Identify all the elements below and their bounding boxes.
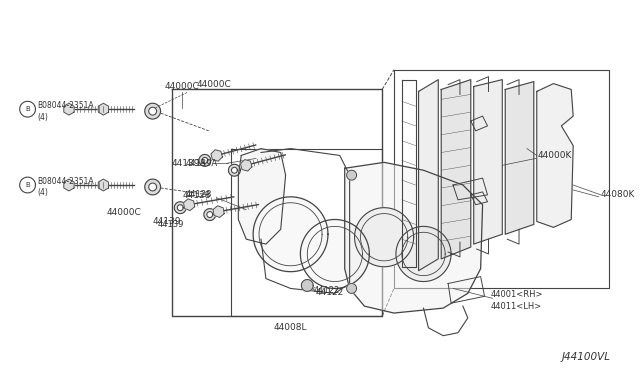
Polygon shape [202, 157, 208, 163]
Polygon shape [441, 80, 471, 259]
Polygon shape [174, 202, 186, 214]
Polygon shape [537, 84, 573, 227]
Polygon shape [64, 103, 74, 115]
Polygon shape [419, 80, 438, 271]
Polygon shape [474, 80, 502, 244]
Text: J44100VL: J44100VL [561, 352, 611, 362]
Polygon shape [253, 197, 328, 272]
Text: B08044-2351A: B08044-2351A [37, 177, 94, 186]
Polygon shape [347, 283, 356, 294]
Polygon shape [300, 219, 369, 288]
Polygon shape [177, 205, 183, 211]
Text: B08044-2351A: B08044-2351A [37, 101, 94, 110]
Polygon shape [145, 179, 161, 195]
Text: B: B [25, 106, 30, 112]
Polygon shape [99, 179, 109, 191]
Text: (4): (4) [37, 113, 48, 122]
Text: 44139A: 44139A [172, 159, 206, 168]
Text: 44128: 44128 [185, 190, 212, 199]
Polygon shape [148, 107, 157, 115]
Text: 44011<LH>: 44011<LH> [490, 302, 541, 311]
Polygon shape [396, 227, 451, 282]
Polygon shape [199, 154, 211, 166]
Text: 44080K: 44080K [601, 190, 635, 199]
Polygon shape [355, 208, 413, 267]
Polygon shape [505, 81, 534, 234]
Polygon shape [211, 150, 222, 161]
Polygon shape [345, 162, 483, 313]
Text: 44139: 44139 [153, 217, 181, 226]
Polygon shape [232, 167, 237, 173]
Text: 44128: 44128 [182, 191, 211, 201]
Text: 44000C: 44000C [197, 80, 232, 89]
Polygon shape [213, 206, 224, 217]
Polygon shape [204, 209, 216, 221]
Text: 44000K: 44000K [538, 151, 572, 160]
Text: B: B [25, 182, 30, 188]
Text: 44001<RH>: 44001<RH> [490, 290, 543, 299]
Polygon shape [241, 160, 252, 171]
Text: 44139A: 44139A [185, 159, 218, 168]
Text: 44000C: 44000C [165, 82, 200, 91]
Polygon shape [238, 148, 285, 244]
Polygon shape [148, 183, 157, 191]
Polygon shape [145, 103, 161, 119]
Polygon shape [301, 280, 313, 291]
Text: 44008L: 44008L [274, 323, 307, 332]
Polygon shape [207, 212, 212, 218]
Text: 44139: 44139 [157, 220, 184, 229]
Polygon shape [347, 170, 356, 180]
Text: 44000C: 44000C [106, 208, 141, 217]
Text: 44122: 44122 [315, 288, 344, 297]
Polygon shape [228, 164, 240, 176]
Text: 44122: 44122 [313, 286, 339, 295]
Polygon shape [99, 103, 109, 115]
Polygon shape [64, 179, 74, 191]
Text: (4): (4) [37, 188, 48, 198]
Polygon shape [184, 199, 195, 211]
